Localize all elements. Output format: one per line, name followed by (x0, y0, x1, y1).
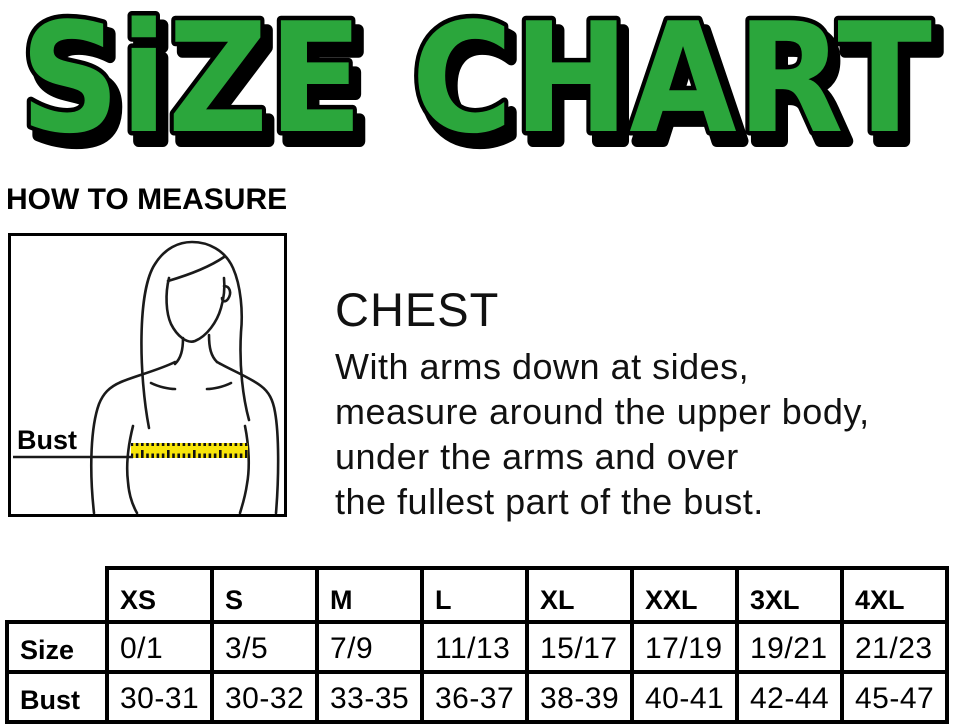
bust-row: Bust 30-31 30-32 33-35 36-37 38-39 40-41… (5, 670, 949, 724)
bust-value-cell: 36-37 (420, 670, 529, 724)
size-table-corner-cell (7, 568, 107, 622)
bust-label: Bust (17, 425, 77, 455)
figure-bangs (166, 255, 226, 283)
size-value-cell: 11/13 (420, 620, 529, 674)
size-value-cell: 7/9 (315, 620, 424, 674)
size-table: XS S M L XL XXL 3XL 4XL Size 0/1 3/5 7/9… (5, 566, 949, 724)
bust-value-cell: 42-44 (735, 670, 844, 724)
size-column-header: 3XL (735, 566, 844, 624)
figure-neck-right (207, 333, 219, 364)
page-title: SiZE CHART SiZE CHART (16, 0, 946, 152)
size-column-header: XS (105, 566, 214, 624)
figure-ear (220, 284, 232, 303)
figure-face (165, 276, 226, 343)
chest-instruction-line: With arms down at sides, (335, 346, 750, 387)
how-to-measure-heading: HOW TO MEASURE (6, 183, 288, 216)
body-figure-illustration: Bust (13, 240, 280, 514)
bust-value-cell: 40-41 (630, 670, 739, 724)
figure-torso-left (125, 424, 139, 514)
size-value-cell: 17/19 (630, 620, 739, 674)
size-row: Size 0/1 3/5 7/9 11/13 15/17 17/19 19/21… (5, 620, 949, 674)
chest-instructions: CHEST With arms down at sides, measure a… (335, 282, 945, 524)
page-title-text: SiZE CHART (20, 0, 932, 152)
bust-value-cell: 33-35 (315, 670, 424, 724)
size-column-header: S (210, 566, 319, 624)
size-value-cell: 19/21 (735, 620, 844, 674)
figure-shoulder-arm-right (215, 360, 280, 514)
size-column-header: XXL (630, 566, 739, 624)
figure-neck-left (173, 336, 185, 366)
figure-collarbone-right (205, 381, 233, 391)
figure-collarbone-left (149, 381, 177, 391)
size-column-header: 4XL (840, 566, 949, 624)
bust-value-cell: 45-47 (840, 670, 949, 724)
size-row-label: Size (5, 620, 109, 674)
bust-value-cell: 38-39 (525, 670, 634, 724)
figure-torso-right (238, 424, 251, 514)
size-column-header: L (420, 566, 529, 624)
size-value-cell: 21/23 (840, 620, 949, 674)
chest-instruction-line: measure around the upper body, (335, 391, 870, 432)
size-value-cell: 0/1 (105, 620, 214, 674)
figure-hair (140, 240, 251, 430)
size-value-cell: 3/5 (210, 620, 319, 674)
bust-value-cell: 30-31 (105, 670, 214, 724)
chest-instruction-line: the fullest part of the bust. (335, 481, 764, 522)
page-title-shadow: SiZE CHART (27, 0, 939, 152)
bust-value-cell: 30-32 (210, 670, 319, 724)
size-table-header-row: XS S M L XL XXL 3XL 4XL (7, 566, 949, 624)
chest-heading: CHEST (335, 283, 500, 336)
size-value-cell: 15/17 (525, 620, 634, 674)
size-column-header: M (315, 566, 424, 624)
bust-row-label: Bust (5, 670, 109, 724)
measuring-tape-ticks (131, 443, 248, 458)
size-column-header: XL (525, 566, 634, 624)
figure-shoulder-arm-left (89, 360, 177, 514)
chest-instruction-line: under the arms and over (335, 436, 739, 477)
measurement-figure-box: Bust (8, 233, 287, 517)
